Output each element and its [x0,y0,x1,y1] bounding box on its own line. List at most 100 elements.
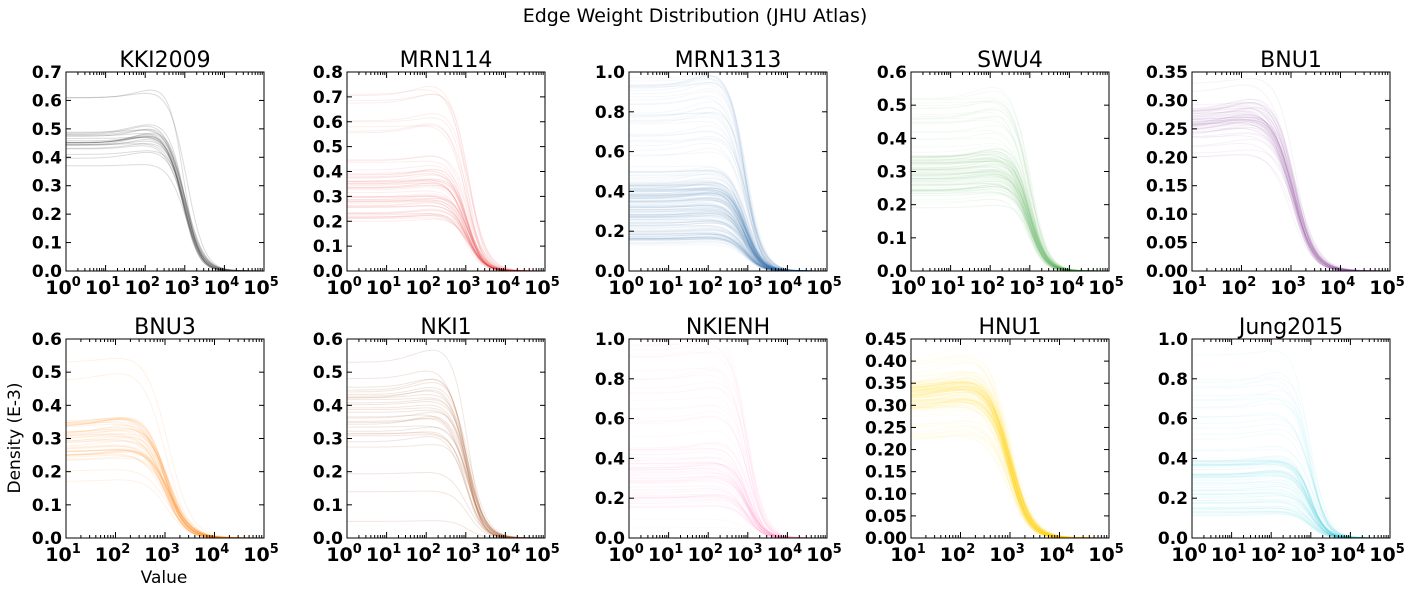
x-tick-label: 101 [45,542,81,566]
x-tick-exponent: 3 [1016,542,1025,557]
x-tick-label: 105 [524,542,560,566]
x-tick-label: 105 [1369,542,1405,566]
x-tick-exponent: 3 [191,275,200,290]
density-curve [911,166,1109,271]
panel-title: Jung2015 [1237,315,1343,340]
density-curves [629,339,827,538]
x-tick-exponent: 1 [674,542,683,557]
x-tick-label: 101 [1211,542,1247,566]
density-curve [629,340,827,538]
density-curve [629,170,827,271]
density-curve [66,125,264,271]
density-curve [347,85,545,271]
x-tick-exponent: 1 [392,275,401,290]
x-tick-exponent: 2 [1277,542,1286,557]
density-curve [911,173,1109,271]
density-curve [1192,384,1390,538]
y-tick-label: 0.20 [1146,148,1188,168]
density-curve [1192,128,1390,271]
y-tick-label: 0.4 [877,129,907,149]
x-tick-label: 102 [405,542,441,566]
density-curve [911,164,1109,271]
y-tick-label: 0.5 [32,363,62,383]
y-tick-label: 0.35 [865,374,907,394]
x-tick-exponent: 0 [72,275,81,290]
density-curve [629,97,827,271]
density-curve [629,452,827,538]
x-tick-exponent: 5 [270,542,279,557]
x-tick-label: 104 [1330,542,1366,566]
density-curve [629,415,827,538]
density-curve [911,109,1109,271]
density-curve [911,172,1109,271]
density-curve [1192,103,1390,271]
x-tick-exponent: 5 [833,275,842,290]
density-curve [911,182,1109,271]
y-tick-label: 0.1 [313,237,343,257]
y-tick-label: 0.3 [877,163,907,183]
y-tick-label: 0.15 [1146,177,1188,197]
density-curve [911,177,1109,271]
density-curve [911,173,1109,271]
density-curve [911,130,1109,271]
density-curve [347,195,545,271]
density-curve [629,415,827,538]
panel-bnu3: BNU3 0.0 0.1 0.2 0.3 0.4 0.5 0.6 101 102 103 104 105 [32,315,279,566]
x-tick-label: 100 [890,275,926,299]
density-curve [629,142,827,271]
density-curve [629,404,827,538]
x-tick-exponent: 4 [230,275,239,290]
x-tick-label: 101 [366,542,402,566]
x-tick-label: 102 [124,275,160,299]
y-tick-label: 0.6 [1158,410,1188,430]
y-tick-label: 0.5 [313,363,343,383]
density-curve [66,140,264,271]
y-tick-label: 0.25 [865,418,907,438]
x-tick-exponent: 1 [917,542,926,557]
density-curve [66,143,264,271]
panel-title: BNU1 [1260,48,1322,73]
density-curve [347,180,545,271]
density-curve [347,394,545,538]
x-tick-exponent: 1 [956,275,965,290]
x-tick-label: 102 [1250,542,1286,566]
density-curves [911,346,1109,538]
density-curve [347,214,545,271]
y-tick-label: 0.2 [313,463,343,483]
x-tick-exponent: 4 [220,542,229,557]
y-tick-label: 0.1 [313,496,343,516]
y-tick-label: 0.3 [32,177,62,197]
density-curve [629,352,827,538]
density-curve [347,89,545,271]
density-curves [347,349,545,538]
y-tick-label: 0.40 [865,352,907,372]
density-curve [1192,512,1390,538]
density-curve [911,86,1109,271]
x-tick-exponent: 5 [1115,275,1124,290]
y-tick-label: 0.7 [313,88,343,108]
y-tick-label: 0.35 [1146,63,1188,83]
y-tick-label: 0.10 [865,485,907,505]
y-tick-label: 0.2 [313,212,343,232]
y-tick-label: 0.1 [32,496,62,516]
density-curve [347,125,545,271]
density-curve [347,124,545,271]
density-curve [66,145,264,271]
density-curve [629,95,827,271]
x-tick-label: 105 [806,275,842,299]
y-tick-label: 0.2 [877,196,907,216]
y-tick-label: 0.30 [865,396,907,416]
density-curves [66,357,264,538]
density-curve [1192,127,1390,271]
x-tick-exponent: 2 [151,275,160,290]
y-tick-label: 1.0 [595,330,625,350]
density-curve [347,213,545,271]
density-curve [911,116,1109,271]
density-curve [911,386,1109,538]
x-tick-label: 105 [524,275,560,299]
density-curve [347,215,545,271]
density-curve [911,142,1109,271]
density-curve [347,472,545,538]
